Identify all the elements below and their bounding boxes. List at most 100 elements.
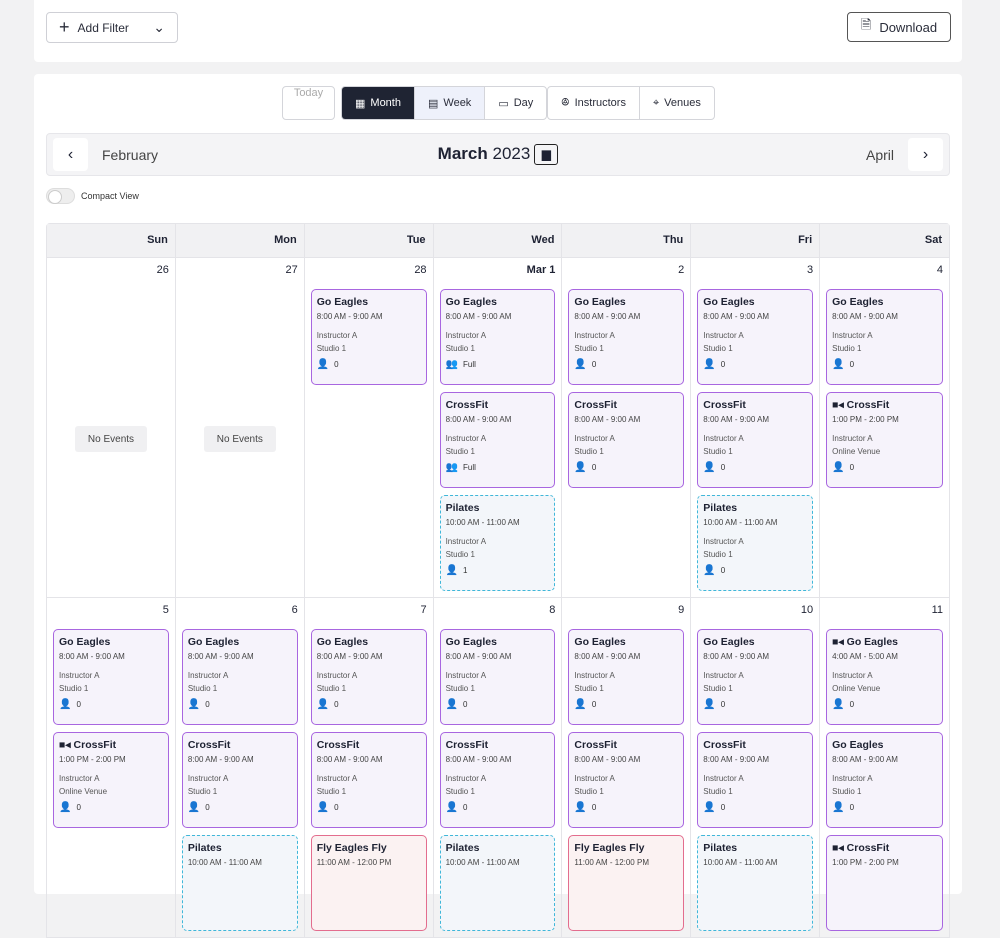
event-time: 8:00 AM - 9:00 AM	[316, 312, 383, 321]
day-cell[interactable]: 28 Go Eagles 8:00 AM - 9:00 AM Instructor A…	[305, 258, 434, 598]
attendee-count: 0	[334, 803, 339, 812]
event-card[interactable]: Pilates 10:00 AM - 11:00 AM Instructor A St…	[439, 495, 556, 591]
event-card[interactable]: CrossFit 8:00 AM - 9:00 AM Instructor A Stu…	[568, 392, 685, 488]
event-venue: Studio 1	[445, 684, 475, 693]
event-venue: Studio 1	[832, 344, 862, 353]
day-cell[interactable]: 10 Go Eagles 8:00 AM - 9:00 AM Instructor A…	[691, 598, 821, 938]
event-venue: Studio 1	[703, 684, 733, 693]
event-card[interactable]: ■◂ CrossFit 1:00 PM - 2:00 PM Instructor A…	[53, 732, 169, 828]
event-card[interactable]: Go Eagles 8:00 AM - 9:00 AM Instructor A St…	[310, 629, 427, 725]
event-title-text: Pilates	[703, 842, 738, 854]
day-cell[interactable]: 27 No Events	[176, 258, 305, 598]
add-filter-button[interactable]: + Add Filter ⌄	[46, 12, 178, 43]
event-title-text: Go Eagles	[703, 296, 755, 308]
day-cell[interactable]: Mar 1 Go Eagles 8:00 AM - 9:00 AM Instructo…	[434, 258, 563, 598]
event-venue: Studio 1	[59, 684, 89, 693]
person-icon: 👤	[574, 462, 587, 473]
event-time: 11:00 AM - 12:00 PM	[316, 858, 392, 867]
day-cell[interactable]: 6 Go Eagles 8:00 AM - 9:00 AM Instructor A S…	[176, 598, 305, 938]
event-time: 8:00 AM - 9:00 AM	[445, 755, 512, 764]
tab-day[interactable]: ▭ Day	[485, 87, 546, 119]
event-title-text: CrossFit	[445, 739, 489, 751]
event-title: Go Eagles	[832, 739, 937, 751]
download-button[interactable]: 🗎 Download	[847, 12, 951, 42]
next-month-label[interactable]: April	[865, 147, 894, 163]
calendar-picker-icon[interactable]: ▆	[534, 144, 559, 166]
event-title-text: Go Eagles	[316, 296, 369, 308]
day-cell[interactable]: 8 Go Eagles 8:00 AM - 9:00 AM Instructor A S…	[434, 598, 563, 938]
event-card[interactable]: Go Eagles 8:00 AM - 9:00 AM Instructor A St…	[53, 629, 169, 725]
event-title-text: CrossFit	[187, 739, 231, 751]
event-title: Go Eagles	[59, 636, 163, 648]
person-icon: 👤	[703, 802, 716, 813]
prev-month-label[interactable]: February	[102, 147, 159, 163]
event-title-text: Go Eagles	[445, 636, 497, 648]
event-instructor: Instructor A	[187, 774, 229, 783]
weekday-mon: Mon	[176, 224, 305, 257]
compact-view-toggle[interactable]: Compact View	[46, 188, 139, 204]
event-card[interactable]: CrossFit 8:00 AM - 9:00 AM Instructor A Stu…	[697, 392, 814, 488]
person-icon: 👤	[445, 565, 459, 576]
weekday-wed: Wed	[434, 224, 563, 257]
event-card[interactable]: Pilates 10:00 AM - 11:00 AM Instructor A St…	[697, 495, 814, 591]
event-card[interactable]: Fly Eagles Fly 11:00 AM - 12:00 PM	[310, 835, 427, 931]
day-cell[interactable]: 5 Go Eagles 8:00 AM - 9:00 AM Instructor A S…	[47, 598, 176, 938]
day-cell[interactable]: 7 Go Eagles 8:00 AM - 9:00 AM Instructor A S…	[305, 598, 434, 938]
event-card[interactable]: CrossFit 8:00 AM - 9:00 AM Instructor A Stu…	[439, 392, 556, 488]
event-time: 8:00 AM - 9:00 AM	[187, 755, 254, 764]
event-card[interactable]: Go Eagles 8:00 AM - 9:00 AM Instructor A St…	[568, 629, 685, 725]
event-venue: Studio 1	[574, 684, 604, 693]
next-month-button[interactable]: ›	[908, 138, 943, 171]
event-card[interactable]: Go Eagles 8:00 AM - 9:00 AM Instructor A St…	[439, 289, 556, 385]
event-card[interactable]: Go Eagles 8:00 AM - 9:00 AM Instructor A St…	[310, 289, 427, 385]
day-cell[interactable]: 9 Go Eagles 8:00 AM - 9:00 AM Instructor A S…	[562, 598, 692, 938]
event-card[interactable]: CrossFit 8:00 AM - 9:00 AM Instructor A Stu…	[439, 732, 556, 828]
event-title-text: CrossFit	[445, 399, 489, 411]
attendee-count: 0	[720, 360, 726, 369]
event-time: 8:00 AM - 9:00 AM	[316, 652, 383, 661]
event-card[interactable]: Go Eagles 8:00 AM - 9:00 AM Instructor A St…	[439, 629, 556, 725]
prev-month-button[interactable]: ‹	[53, 138, 88, 171]
event-card[interactable]: ■◂ CrossFit 1:00 PM - 2:00 PM Instructor A…	[826, 392, 943, 488]
event-card[interactable]: Pilates 10:00 AM - 11:00 AM	[697, 835, 814, 931]
event-card[interactable]: Fly Eagles Fly 11:00 AM - 12:00 PM	[568, 835, 685, 931]
event-card[interactable]: CrossFit 8:00 AM - 9:00 AM Instructor A Stu…	[697, 732, 814, 828]
event-card[interactable]: Go Eagles 8:00 AM - 9:00 AM Instructor A St…	[181, 629, 298, 725]
attendee-count: Full	[463, 360, 476, 369]
event-title: ■◂ CrossFit	[832, 399, 937, 411]
plus-icon: +	[59, 17, 70, 37]
day-cell[interactable]: 26 No Events	[47, 258, 176, 598]
event-card[interactable]: ■◂ Go Eagles 4:00 AM - 5:00 AM Instructor …	[826, 629, 943, 725]
day-cell[interactable]: 3 Go Eagles 8:00 AM - 9:00 AM Instructor A S…	[691, 258, 821, 598]
day-cell[interactable]: 11 ■◂ Go Eagles 4:00 AM - 5:00 AM Instructo…	[820, 598, 949, 938]
event-title-text: Go Eagles	[316, 636, 369, 648]
event-card[interactable]: Go Eagles 8:00 AM - 9:00 AM Instructor A St…	[826, 289, 943, 385]
event-card[interactable]: Go Eagles 8:00 AM - 9:00 AM Instructor A St…	[568, 289, 685, 385]
event-card[interactable]: Pilates 10:00 AM - 11:00 AM	[439, 835, 556, 931]
event-card[interactable]: Go Eagles 8:00 AM - 9:00 AM Instructor A St…	[697, 289, 814, 385]
event-title: Fly Eagles Fly	[574, 842, 678, 854]
tab-week-label: Week	[443, 97, 472, 109]
event-card[interactable]: CrossFit 8:00 AM - 9:00 AM Instructor A Stu…	[310, 732, 427, 828]
tab-month[interactable]: ▦ Month	[342, 87, 415, 119]
tab-week[interactable]: ▤ Week	[414, 87, 486, 119]
event-card[interactable]: CrossFit 8:00 AM - 9:00 AM Instructor A Stu…	[181, 732, 298, 828]
tab-instructors[interactable]: ꔮ Instructors	[548, 87, 640, 119]
event-card[interactable]: CrossFit 8:00 AM - 9:00 AM Instructor A Stu…	[568, 732, 685, 828]
event-card[interactable]: Pilates 10:00 AM - 11:00 AM	[181, 835, 298, 931]
toggle-switch[interactable]	[46, 188, 75, 204]
event-time: 10:00 AM - 11:00 AM	[703, 858, 778, 867]
day-cell[interactable]: 2 Go Eagles 8:00 AM - 9:00 AM Instructor A S…	[562, 258, 692, 598]
event-instructor: Instructor A	[703, 671, 744, 680]
tab-venues-label: Venues	[664, 97, 701, 109]
map-pin-icon: ⌖	[652, 96, 660, 109]
today-button[interactable]: Today	[282, 86, 335, 120]
event-title: Go Eagles	[703, 296, 807, 308]
event-card[interactable]: Go Eagles 8:00 AM - 9:00 AM Instructor A St…	[697, 629, 814, 725]
tab-venues[interactable]: ⌖ Venues	[640, 87, 714, 119]
video-icon: ■◂	[832, 636, 847, 648]
day-cell[interactable]: 4 Go Eagles 8:00 AM - 9:00 AM Instructor A S…	[820, 258, 949, 598]
person-icon: 👤	[832, 462, 845, 473]
event-card[interactable]: ■◂ CrossFit 1:00 PM - 2:00 PM	[826, 835, 943, 931]
event-card[interactable]: Go Eagles 8:00 AM - 9:00 AM Instructor A St…	[826, 732, 943, 828]
